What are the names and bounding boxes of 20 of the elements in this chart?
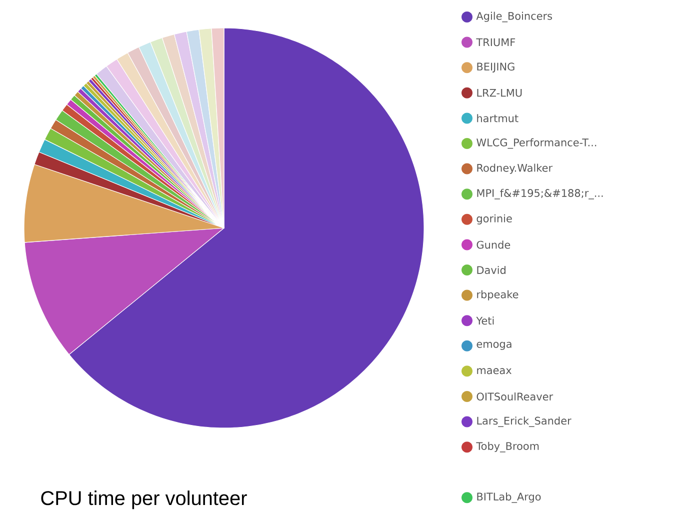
- legend-label: TRIUMF: [476, 38, 516, 46]
- legend-label: Agile_Boincers: [476, 12, 552, 22]
- legend-label: Rodney.Walker: [477, 164, 553, 174]
- legend-label: gorinie: [476, 214, 512, 224]
- legend-label: OITSoulReaver: [476, 392, 554, 401]
- legend-label: WLCG_Performance-T...: [476, 138, 596, 149]
- legend-label: LRZ-LMU: [477, 89, 522, 97]
- legend-label: hartmut: [477, 114, 518, 122]
- legend-label: David: [477, 266, 506, 274]
- legend-label: maeax: [477, 368, 512, 374]
- legend-label: rbpeake: [477, 290, 518, 300]
- legend-label: Yeti: [476, 316, 494, 325]
- legend-label: Lars_Erick_Sander: [477, 416, 572, 427]
- legend-label: BEIJING: [477, 62, 514, 73]
- text: CPU time per volunteer: [41, 490, 247, 510]
- legend-label: BITLab_Argo: [477, 492, 541, 503]
- legend-label: Gunde: [476, 240, 510, 249]
- legend-label: MPI_f&#195;&#188;r_...: [477, 188, 603, 200]
- legend-label: Toby_Broom: [476, 442, 539, 452]
- legend-label: emoga: [476, 342, 512, 350]
